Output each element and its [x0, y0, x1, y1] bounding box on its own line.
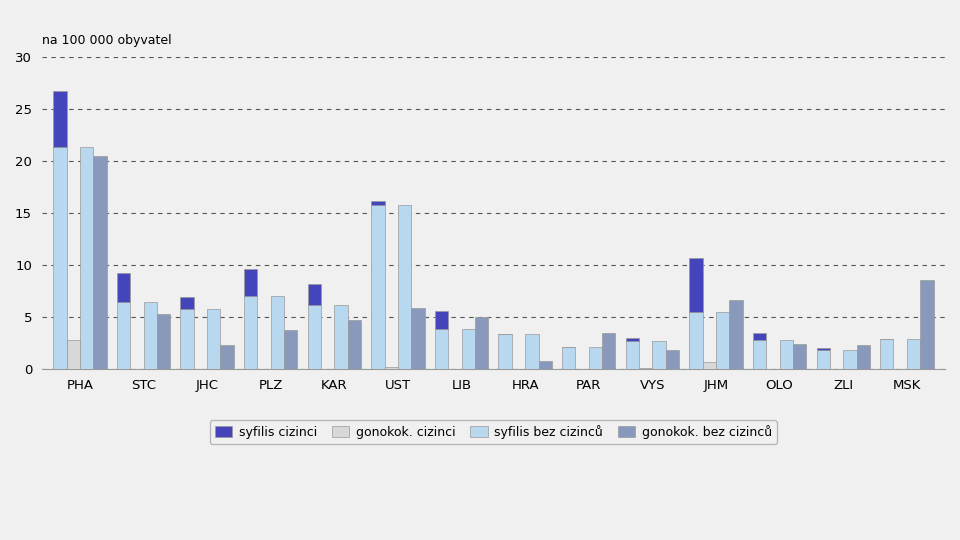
Bar [716, 312, 730, 369]
Bar [793, 344, 806, 369]
Bar [143, 302, 156, 369]
Bar [53, 147, 66, 369]
Bar [117, 273, 131, 302]
Text: na 100 000 obyvatel: na 100 000 obyvatel [41, 35, 171, 48]
Bar [498, 334, 512, 369]
Bar [689, 258, 703, 312]
Bar [385, 367, 398, 369]
Bar [856, 345, 870, 369]
Bar [626, 338, 639, 341]
Bar [753, 333, 766, 340]
Bar [53, 91, 66, 147]
Bar [180, 298, 194, 309]
Bar [653, 341, 665, 369]
Bar [780, 340, 793, 369]
Bar [284, 329, 298, 369]
Bar [271, 296, 284, 369]
Bar [435, 311, 448, 328]
Bar [475, 317, 489, 369]
Bar [80, 147, 93, 369]
Bar [244, 296, 257, 369]
Bar [334, 305, 348, 369]
Bar [539, 361, 552, 369]
Bar [525, 334, 539, 369]
Bar [665, 350, 679, 369]
Bar [348, 320, 361, 369]
Bar [307, 305, 321, 369]
Bar [753, 340, 766, 369]
Bar [372, 205, 385, 369]
Bar [817, 348, 829, 350]
Bar [372, 201, 385, 205]
Bar [730, 300, 743, 369]
Bar [117, 302, 131, 369]
Bar [221, 345, 234, 369]
Bar [398, 205, 411, 369]
Bar [307, 284, 321, 305]
Bar [817, 350, 829, 369]
Bar [180, 309, 194, 369]
Bar [703, 362, 716, 369]
Bar [435, 328, 448, 369]
Bar [462, 328, 475, 369]
Bar [93, 156, 107, 369]
Bar [880, 339, 894, 369]
Legend: syfilis cizinci, gonokok. cizinci, syfilis bez cizinců, gonokok. bez cizinců: syfilis cizinci, gonokok. cizinci, syfil… [210, 420, 777, 444]
Bar [639, 368, 653, 369]
Bar [626, 341, 639, 369]
Bar [411, 308, 424, 369]
Bar [921, 280, 933, 369]
Bar [66, 340, 80, 369]
Bar [244, 269, 257, 296]
Bar [689, 312, 703, 369]
Bar [907, 339, 921, 369]
Bar [843, 350, 856, 369]
Bar [562, 347, 575, 369]
Bar [156, 314, 170, 369]
Bar [207, 309, 221, 369]
Bar [588, 347, 602, 369]
Bar [602, 333, 615, 369]
